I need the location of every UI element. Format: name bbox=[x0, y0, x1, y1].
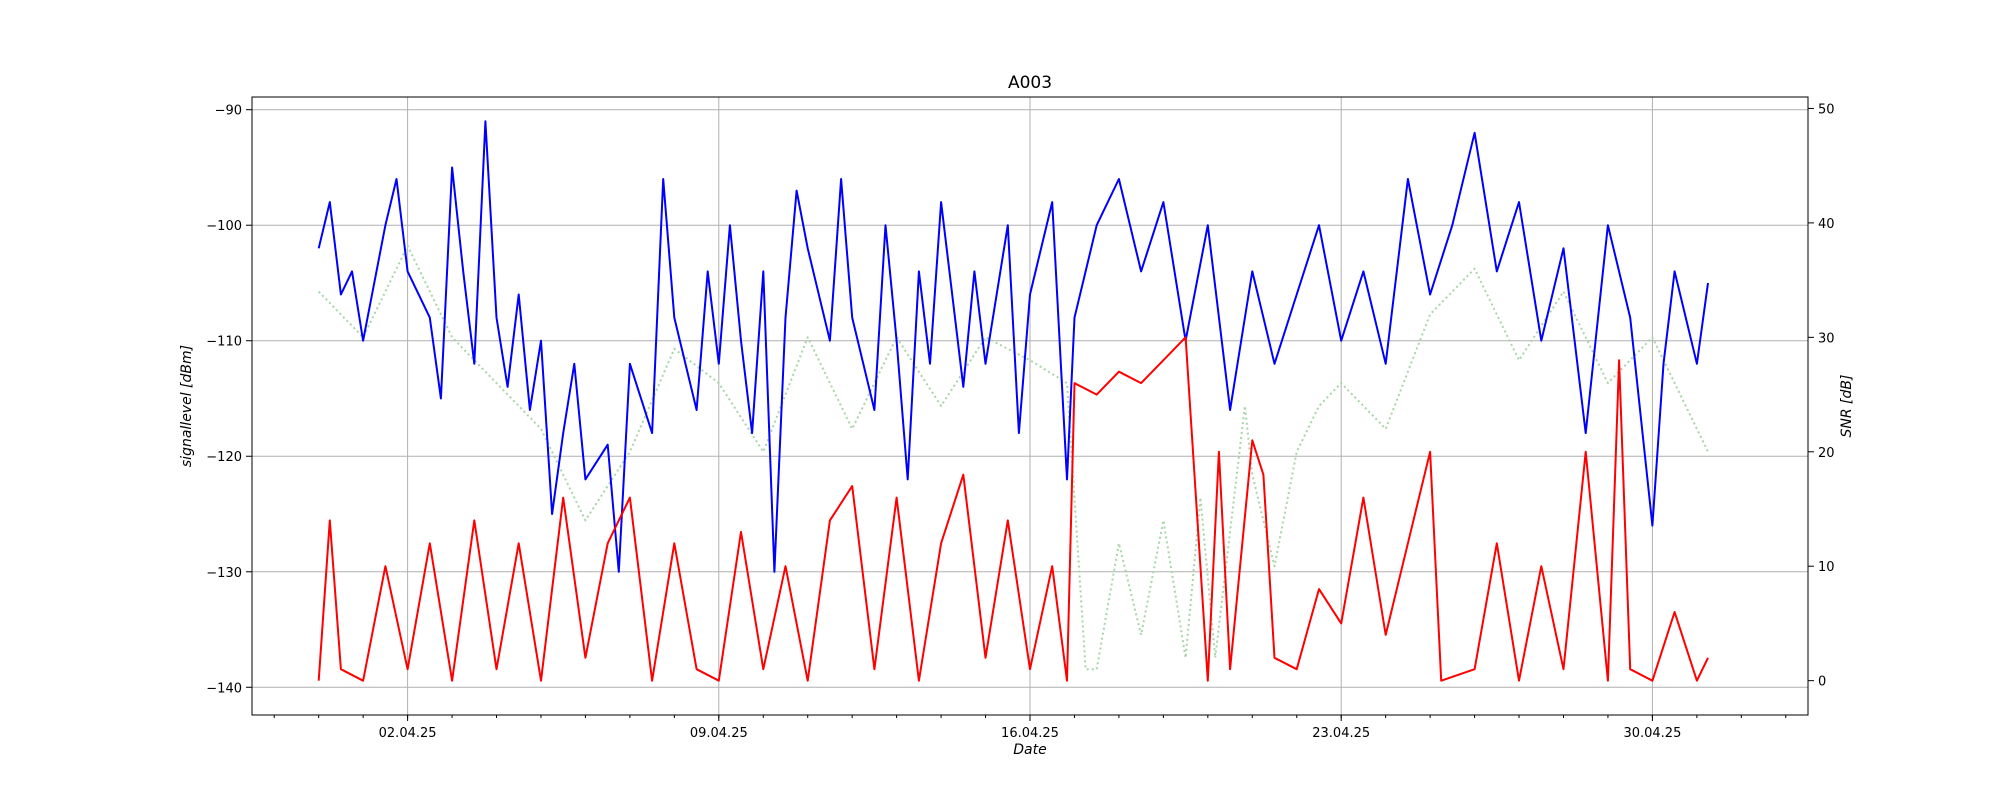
y-right-tick-label: 30 bbox=[1818, 331, 1835, 346]
y-left-tick-label: −100 bbox=[206, 219, 242, 234]
y-axis-left-label: signallevel [dBm] bbox=[179, 345, 195, 467]
y-right-tick-label: 0 bbox=[1818, 675, 1826, 690]
y-left-tick-label: −120 bbox=[206, 450, 242, 465]
y-axis-right: 0 10 20 30 40 50 bbox=[1808, 102, 1835, 690]
chart-title: A003 bbox=[1008, 73, 1052, 93]
snr-series bbox=[317, 336, 1709, 682]
y-right-tick-label: 10 bbox=[1818, 560, 1835, 575]
signal-level-series bbox=[317, 120, 1709, 573]
x-tick-label: 30.04.25 bbox=[1623, 726, 1681, 741]
y-right-tick-label: 50 bbox=[1818, 102, 1835, 117]
y-left-tick-label: −110 bbox=[206, 335, 242, 350]
x-tick-label: 16.04.25 bbox=[1001, 726, 1059, 741]
y-left-tick-label: −130 bbox=[206, 566, 242, 581]
series-layer bbox=[317, 120, 1709, 682]
x-tick-label: 09.04.25 bbox=[690, 726, 748, 741]
y-left-tick-label: −140 bbox=[206, 681, 242, 696]
y-right-tick-label: 20 bbox=[1818, 446, 1835, 461]
x-axis: 02.04.25 09.04.25 16.04.25 23.04.25 30.04.25 bbox=[273, 715, 1787, 741]
y-left-tick-label: −90 bbox=[215, 104, 242, 119]
x-axis-label: Date bbox=[1013, 742, 1046, 758]
x-tick-label: 23.04.25 bbox=[1312, 726, 1370, 741]
grid bbox=[252, 97, 1808, 715]
y-right-tick-label: 40 bbox=[1818, 217, 1835, 232]
y-axis-left: −140 −130 −120 −110 −100 −90 bbox=[206, 104, 252, 696]
snr-dotted-series bbox=[317, 244, 1709, 671]
y-axis-right-label: SNR [dB] bbox=[1839, 375, 1855, 438]
x-tick-label: 02.04.25 bbox=[379, 726, 437, 741]
